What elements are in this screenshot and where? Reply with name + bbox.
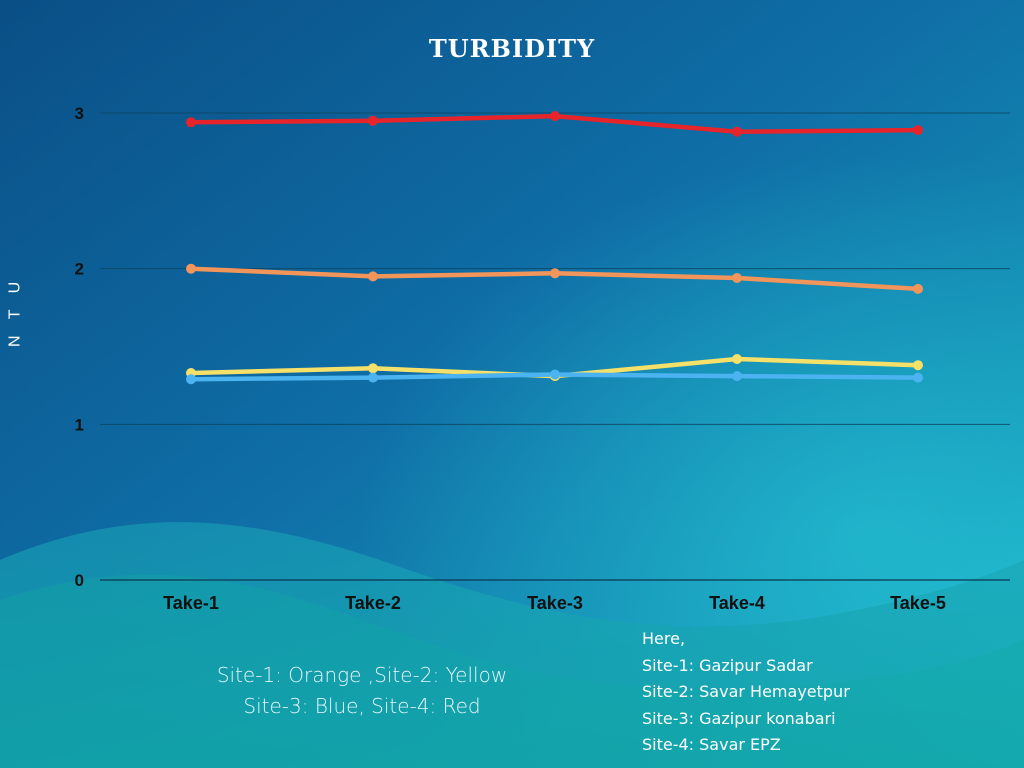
data-point	[913, 372, 923, 383]
y-tick-label: 1	[75, 415, 84, 434]
y-tick-label: 0	[75, 571, 84, 590]
data-point	[913, 283, 923, 294]
site-names-intro: Here,	[642, 629, 686, 648]
y-tick-label: 3	[75, 104, 84, 123]
color-key-line: Site-3: Blue, Site-4: Red	[243, 694, 481, 718]
data-point	[732, 126, 742, 137]
data-point	[186, 263, 196, 274]
y-axis-label: N T U	[6, 275, 24, 347]
data-point	[368, 271, 378, 282]
data-point	[732, 273, 742, 283]
x-tick-label: Take-1	[163, 593, 219, 613]
site-name-item: Site-1: Gazipur Sadar	[642, 655, 813, 675]
y-tick-label: 2	[75, 260, 84, 279]
color-key: Site-1: Orange ,Site-2: Yellow Site-3: B…	[182, 660, 542, 722]
x-tick-label: Take-4	[709, 593, 765, 613]
data-point	[550, 268, 560, 279]
data-point	[186, 374, 196, 385]
site-name-item: Site-2: Savar Hemayetpur	[642, 682, 850, 701]
site-name-item: Site-3: Gazipur konabari	[642, 708, 836, 728]
data-point	[550, 111, 560, 122]
site-names-list: Here, Site-1: Gazipur Sadar Site-2: Sava…	[642, 626, 850, 759]
data-point	[368, 363, 378, 374]
x-tick-label: Take-3	[527, 593, 583, 613]
data-point	[186, 117, 196, 128]
data-point	[368, 115, 378, 126]
site-name-item: Site-4: Savar EPZ	[642, 735, 781, 754]
data-point	[732, 354, 742, 364]
data-point	[732, 371, 742, 382]
data-point	[550, 369, 560, 380]
data-point	[913, 125, 923, 136]
color-key-line: Site-1: Orange ,Site-2: Yellow	[216, 663, 508, 687]
x-tick-label: Take-5	[890, 593, 946, 613]
x-tick-label: Take-2	[345, 593, 401, 613]
data-point	[913, 360, 923, 371]
chart-title: TURBIDITY	[428, 34, 596, 63]
data-point	[368, 372, 378, 383]
